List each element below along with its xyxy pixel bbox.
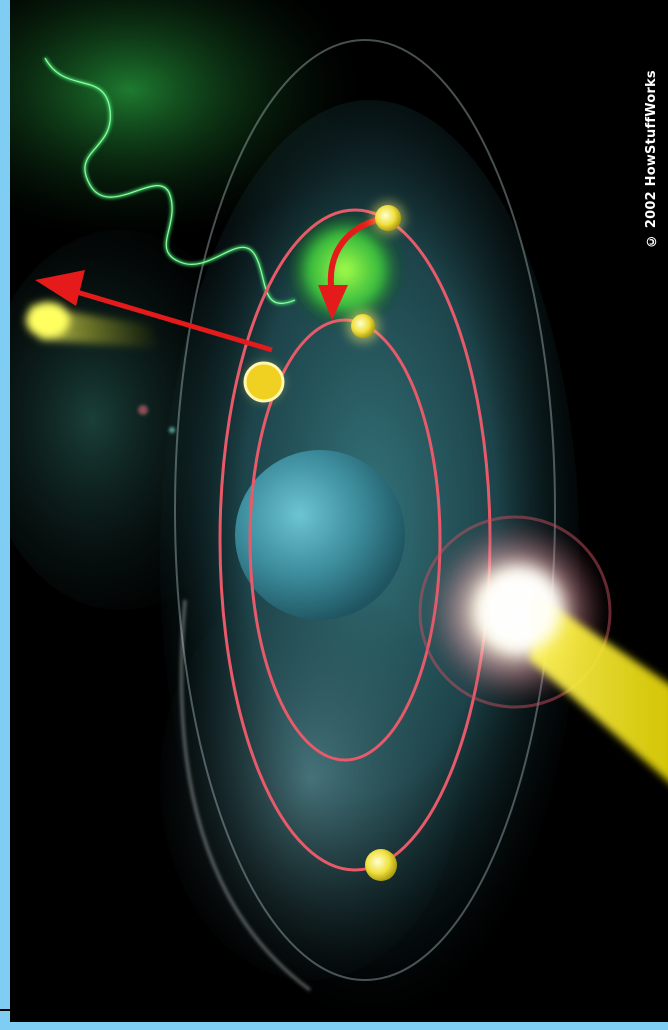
transition-glow [285, 210, 405, 330]
lower-cloud-highlight [160, 580, 460, 980]
emitted-photon-beam [530, 590, 668, 782]
flash-core [478, 568, 562, 652]
frame-corner-mark [0, 1009, 14, 1011]
outer-orbit-faint [174, 39, 556, 981]
electron-inner-orbit [351, 314, 375, 338]
atom-diagram [10, 0, 668, 1020]
ejection-arrow-shaft [69, 287, 273, 353]
flash-ring [418, 515, 612, 709]
electron-outer-orbit-top [375, 205, 401, 231]
atom-illustration: © 2002 HowStuffWorks [10, 0, 668, 1022]
nucleus [235, 450, 405, 620]
copyright-notice: © 2002 HowStuffWorks [644, 70, 659, 248]
electron-outer-orbit-bottom [365, 849, 397, 881]
incoming-photon-core [44, 57, 296, 305]
sparkle-pink [138, 405, 148, 415]
sparkle-teal [169, 427, 175, 433]
ejection-arrow-head [35, 270, 85, 306]
ejected-electron [243, 361, 285, 403]
orbit-transition-arrowhead [318, 285, 348, 320]
outer-orbit-highlight [179, 599, 311, 992]
emitted-photon-left [26, 302, 160, 348]
